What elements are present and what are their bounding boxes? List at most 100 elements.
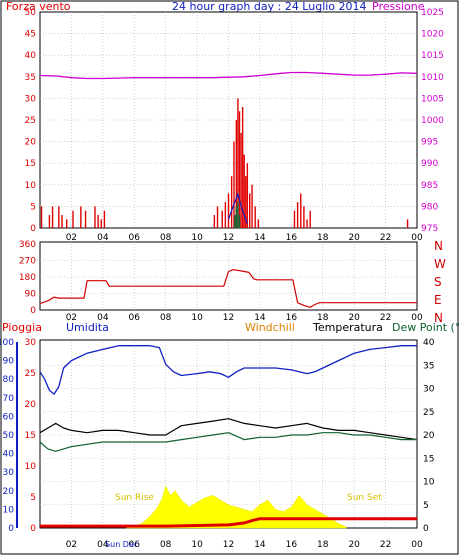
pressure-y-tick-label: 1000 — [421, 116, 444, 126]
direction-y-tick-label: 90 — [25, 290, 37, 300]
weather-x-tick-label: 02 — [66, 540, 77, 550]
humidity-y-tick-label: 80 — [3, 375, 15, 385]
wind-direction-x-tick-label: 08 — [160, 313, 172, 323]
pressure-y-tick-label: 975 — [421, 224, 438, 234]
direction-label-s: S — [434, 275, 442, 289]
weather-x-tick-label: 04 — [97, 540, 109, 550]
weather-x-tick-label: 22 — [380, 540, 391, 550]
wind-y-tick-label: 40 — [25, 51, 37, 61]
rain-y-tick-label: 15 — [25, 431, 36, 441]
wind-pressure-x-tick-label: 16 — [286, 233, 298, 243]
wind-y-tick-label: 15 — [25, 159, 36, 169]
wind-y-tick-label: 50 — [25, 8, 37, 18]
weather-x-tick-label: 00 — [411, 540, 423, 550]
humidity-y-tick-label: 100 — [0, 338, 14, 348]
humidity-y-tick-label: 70 — [3, 394, 15, 404]
temperature-y-tick-label: 30 — [423, 385, 435, 395]
sunrise-label: Sun Rise — [115, 493, 154, 503]
pressure-y-tick-label: 990 — [421, 159, 438, 169]
wind-direction-x-tick-label: 06 — [129, 313, 141, 323]
wind-direction-x-tick-label: 22 — [380, 313, 391, 323]
humidity-line — [39, 345, 417, 395]
pressure-y-tick-label: 985 — [421, 181, 438, 191]
wind-direction-x-tick-label: 02 — [66, 313, 77, 323]
pressure-line — [39, 71, 418, 80]
weather-x-tick-label: 12 — [223, 540, 234, 550]
humidity-y-tick-label: 90 — [3, 357, 15, 367]
data-layer — [39, 71, 418, 529]
wind-pressure-x-tick-label: 06 — [129, 233, 141, 243]
wind-direction-x-tick-label: 14 — [254, 313, 266, 323]
temperature-y-tick-label: 25 — [423, 408, 434, 418]
rain-y-tick-label: 20 — [25, 400, 37, 410]
wind-pressure-x-tick-label: 02 — [66, 233, 77, 243]
direction-label-n-top: N — [434, 239, 443, 253]
sunset-label: Sun Set — [347, 493, 382, 503]
weather-x-tick-label: 14 — [254, 540, 266, 550]
tick-label-layer: 02 04 06 08 10 12 14 16 18 20 22 000510152025303540… — [0, 8, 444, 550]
direction-y-tick-label: 180 — [19, 273, 36, 283]
weather-x-tick-label: 08 — [160, 540, 172, 550]
rain-y-tick-label: 30 — [25, 338, 37, 348]
pressure-y-tick-label: 1020 — [421, 30, 444, 40]
sun-dec-label: Sun Dec — [105, 540, 138, 549]
legend-rain: Pioggia — [2, 321, 42, 334]
wind-direction-panel — [39, 241, 418, 311]
wind-direction-x-tick-label: 10 — [191, 313, 203, 323]
wind-direction-x-tick-label: 16 — [286, 313, 298, 323]
rain-line — [40, 517, 417, 528]
temperature-y-tick-label: 40 — [423, 338, 435, 348]
legend-humidity: Umidita — [66, 321, 109, 334]
wind-pressure-x-tick-label: 14 — [254, 233, 266, 243]
wind-y-tick-label: 45 — [25, 30, 36, 40]
humidity-y-tick-label: 30 — [3, 468, 15, 478]
rain-y-tick-label: 0 — [30, 524, 36, 534]
direction-y-tick-label: 270 — [19, 257, 36, 267]
weather-x-tick-label: 10 — [191, 540, 203, 550]
wind-y-tick-label: 30 — [25, 94, 37, 104]
wind-y-tick-label: 0 — [30, 224, 36, 234]
graph-title: 24 hour graph day : 24 Luglio 2014 — [172, 0, 367, 13]
weather-x-tick-label: 18 — [317, 540, 329, 550]
wind-strength-label: Forza vento — [6, 0, 71, 13]
humidity-y-tick-label: 20 — [3, 487, 15, 497]
wind-direction-x-tick-label: 00 — [411, 313, 423, 323]
wind-direction-x-tick-label: 04 — [97, 313, 109, 323]
wind-pressure-x-tick-label: 20 — [348, 233, 360, 243]
pressure-label: Pressione — [372, 0, 425, 13]
temperature-y-tick-label: 0 — [423, 524, 429, 534]
wind-pressure-x-tick-label: 04 — [97, 233, 109, 243]
direction-label-n-bottom: N — [434, 311, 443, 325]
pressure-y-tick-label: 980 — [421, 202, 438, 212]
rain-y-tick-label: 10 — [25, 462, 37, 472]
pressure-y-tick-label: 1010 — [421, 73, 444, 83]
pressure-y-tick-label: 995 — [421, 138, 438, 148]
wind-gust-blue-line — [227, 192, 248, 224]
humidity-y-tick-label: 10 — [3, 505, 15, 515]
temperature-y-tick-label: 15 — [423, 454, 434, 464]
wind-direction-line — [39, 269, 417, 308]
legend-dewpoint: Dew Point (°C — [392, 321, 459, 334]
weather-x-tick-label: 20 — [348, 540, 360, 550]
weather-x-tick-label: 16 — [286, 540, 298, 550]
wind-direction-x-tick-label: 18 — [317, 313, 329, 323]
temperature-y-tick-label: 35 — [423, 361, 434, 371]
legend-temperature: Temperatura — [312, 321, 383, 334]
wind-direction-x-tick-label: 12 — [223, 313, 234, 323]
wind-pressure-x-tick-label: 08 — [160, 233, 172, 243]
direction-label-e: E — [434, 293, 442, 307]
wind-direction-x-tick-label: 20 — [348, 313, 360, 323]
direction-y-tick-label: 0 — [30, 306, 36, 316]
wind-y-tick-label: 5 — [30, 202, 36, 212]
wind-y-tick-label: 35 — [25, 73, 36, 83]
pressure-y-tick-label: 1015 — [421, 51, 444, 61]
humidity-y-tick-label: 60 — [3, 412, 15, 422]
humidity-y-tick-label: 0 — [8, 524, 14, 534]
wind-y-tick-label: 20 — [25, 138, 37, 148]
humidity-y-tick-label: 50 — [3, 431, 15, 441]
pressure-y-tick-label: 1005 — [421, 94, 444, 104]
wind-pressure-x-tick-label: 00 — [411, 233, 423, 243]
direction-y-tick-label: 360 — [19, 240, 36, 250]
